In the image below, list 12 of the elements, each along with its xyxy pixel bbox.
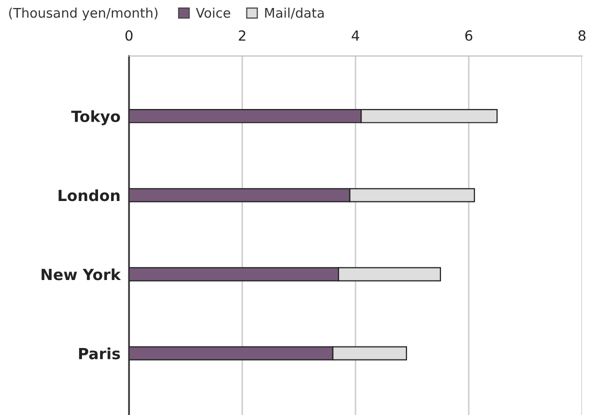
x-tick-label: 2	[238, 30, 246, 41]
x-tick-label: 4	[352, 30, 360, 41]
x-tick-label: 0	[125, 30, 132, 41]
legend-label: Mail/data	[265, 8, 324, 19]
y-tick-label: Paris	[79, 348, 120, 360]
x-tick-label: 8	[578, 30, 586, 41]
x-tick-label: 6	[465, 30, 472, 41]
y-tick-label: Tokyo	[71, 110, 120, 126]
y-tick-label: London	[58, 189, 120, 202]
legend-label: Voice	[196, 8, 230, 18]
y-tick-label: New York	[42, 268, 121, 280]
x-axis-title: (Thousand yen/month)	[9, 8, 158, 20]
